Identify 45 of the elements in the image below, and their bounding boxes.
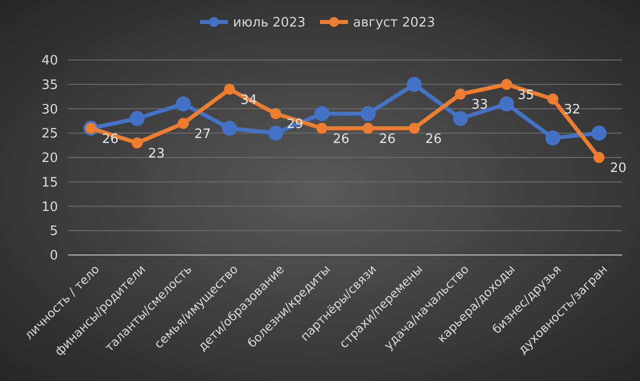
data-label: 33 [471,98,488,113]
point [178,118,189,129]
point [176,96,191,112]
point [408,122,420,134]
y-tick-label: 25 [41,126,58,142]
y-tick-label: 40 [41,54,58,69]
point [130,111,145,126]
y-tick-label: 15 [41,175,58,190]
data-label: 26 [379,132,396,147]
point [222,120,238,136]
y-tick-label: 0 [50,248,58,264]
point [268,126,284,141]
data-label: 26 [332,132,350,147]
point [316,122,328,134]
point [314,106,330,122]
data-label: 20 [610,161,627,176]
data-label: 27 [194,126,211,142]
point [452,111,468,126]
point [501,78,512,90]
data-label: 35 [518,88,534,103]
point [132,137,143,148]
data-label: 26 [425,132,442,147]
y-tick-label: 10 [41,200,58,215]
point [406,76,422,92]
legend-label: август 2023 [353,16,436,31]
point [224,84,236,95]
y-tick-label: 5 [50,224,58,240]
data-label: 34 [240,92,258,108]
point [499,96,514,112]
point [360,106,376,122]
point [592,126,606,141]
point [594,152,604,163]
point [454,88,466,100]
data-label: 29 [286,117,304,132]
y-tick-label: 30 [41,102,58,118]
y-tick-label: 20 [41,151,58,166]
data-label: 26 [102,132,119,147]
point [362,122,374,134]
y-tick-label: 35 [41,78,58,93]
point [270,108,282,120]
point [545,130,560,146]
data-label: 32 [564,102,580,118]
data-label: 23 [148,146,165,162]
point [547,94,558,104]
legend-label: июль 2023 [233,16,306,31]
